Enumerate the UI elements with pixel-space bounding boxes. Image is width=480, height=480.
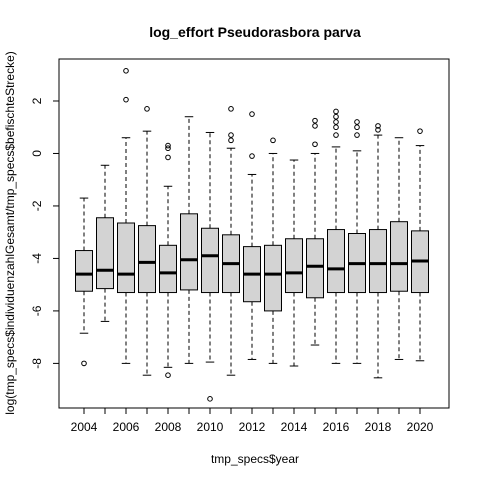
outlier-2006-1 [123, 68, 129, 74]
x-tick-label: 2006 [113, 420, 140, 434]
outlier-2016-1 [333, 124, 339, 131]
x-axis: 2004 2006 2008 2010 2012 2014 2016 2018 2020 [71, 408, 434, 434]
box-2004 [75, 197, 93, 367]
chart-title: log_effort Pseudorasbora parva [149, 24, 361, 40]
box-2019 [390, 137, 408, 360]
outlier-2006-0 [123, 96, 129, 103]
x-tick-label: 2018 [365, 420, 392, 434]
outlier-2012-0 [249, 153, 255, 159]
y-tick-label: -4 [30, 253, 44, 264]
x-tick-label: 2010 [197, 420, 224, 434]
outlier-2012-1 [249, 111, 255, 117]
box-body-2005 [96, 217, 114, 290]
x-tick-label: 2014 [281, 420, 308, 434]
outlier-2015-2 [312, 117, 318, 124]
box-2009 [180, 116, 198, 364]
outlier-2016-2 [333, 119, 339, 125]
y-tick-label: -6 [30, 305, 44, 316]
box-2013 [264, 137, 282, 364]
outlier-2018-0 [375, 127, 381, 133]
x-tick-label: 2016 [323, 420, 350, 434]
box-body-2007 [138, 225, 156, 294]
box-body-2015 [306, 238, 324, 299]
x-axis-label: tmp_specs$year [211, 452, 299, 466]
box-body-2004 [75, 250, 93, 292]
outlier-2008-2 [165, 142, 171, 149]
box-body-2013 [264, 244, 282, 312]
box-2018 [369, 123, 387, 379]
box-2010 [201, 131, 219, 402]
x-tick-label: 2008 [155, 420, 182, 434]
box-2011 [222, 106, 240, 376]
box-body-2008 [159, 244, 177, 294]
outlier-2016-0 [333, 132, 339, 138]
box-2014 [285, 159, 303, 367]
x-tick-label: 2020 [407, 420, 434, 434]
outlier-2008-3 [165, 372, 171, 378]
box-body-2010 [201, 227, 219, 294]
y-tick-label: -8 [30, 358, 44, 369]
outlier-2011-0 [228, 137, 234, 144]
outlier-2017-1 [354, 124, 360, 131]
box-body-2014 [285, 238, 303, 294]
outlier-2016-3 [333, 113, 339, 120]
outlier-2018-1 [375, 123, 381, 129]
plot-frame [58, 58, 450, 409]
outlier-2017-0 [354, 132, 360, 138]
outlier-2008-1 [165, 145, 171, 152]
boxes-layer [75, 68, 429, 402]
y-axis: -8 -6 -4 -2 0 2 [30, 97, 59, 369]
box-body-2019 [390, 221, 408, 292]
box-body-2018 [369, 229, 387, 294]
y-tick-label: -2 [30, 200, 44, 211]
box-2012 [243, 111, 261, 360]
outlier-2010-0 [207, 396, 213, 402]
box-2015 [306, 117, 324, 346]
box-2017 [348, 119, 366, 364]
box-2006 [117, 68, 135, 364]
y-tick-label: 0 [30, 150, 44, 157]
x-tick-label: 2004 [71, 420, 98, 434]
outlier-2016-4 [333, 108, 339, 115]
outlier-2017-2 [354, 119, 360, 125]
box-body-2009 [180, 213, 198, 291]
box-2020 [411, 128, 429, 362]
box-2016 [327, 108, 345, 364]
x-tick-label: 2012 [239, 420, 266, 434]
box-2007 [138, 106, 156, 376]
outlier-2015-1 [312, 123, 318, 129]
box-body-2016 [327, 229, 345, 294]
y-tick-label: 2 [30, 97, 44, 104]
outlier-2015-0 [312, 141, 318, 148]
outlier-2011-1 [228, 132, 234, 138]
outlier-2007-0 [144, 106, 150, 112]
y-axis-label: log(tmp_specs$individuenzahlGesamt/tmp_s… [3, 51, 17, 415]
outlier-2011-2 [228, 106, 234, 112]
outlier-2004-0 [81, 360, 87, 367]
box-2008 [159, 142, 177, 378]
outlier-2013-0 [270, 137, 276, 144]
outlier-2020-0 [417, 128, 423, 134]
box-2005 [96, 164, 114, 322]
box-body-2006 [117, 222, 135, 294]
outlier-2008-0 [165, 154, 171, 161]
